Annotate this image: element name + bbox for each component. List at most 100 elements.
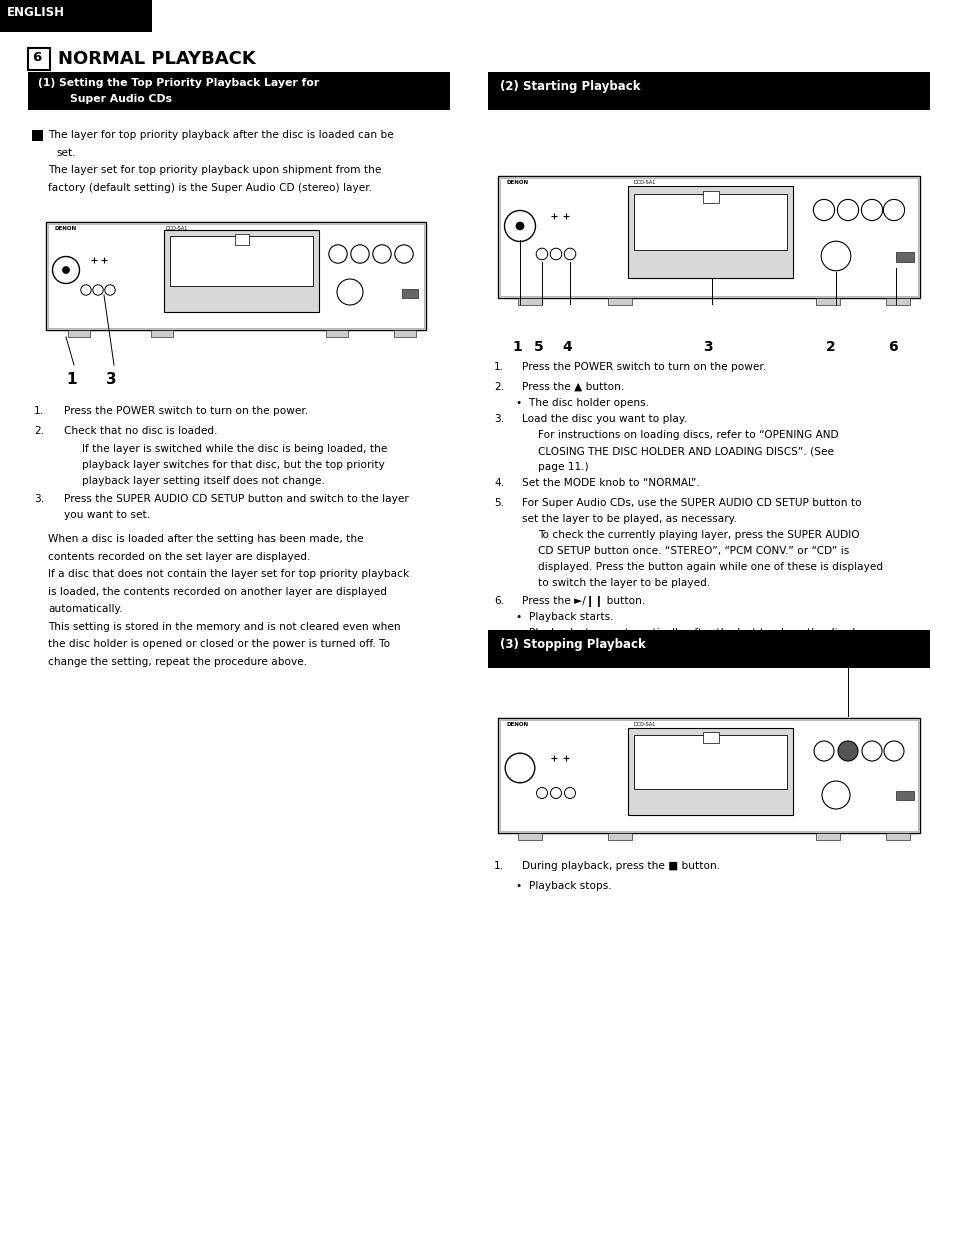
Text: Press the POWER switch to turn on the power.: Press the POWER switch to turn on the po… <box>64 406 308 416</box>
Circle shape <box>813 199 834 220</box>
Text: The layer for top priority playback after the disc is loaded can be: The layer for top priority playback afte… <box>48 130 394 140</box>
Circle shape <box>373 245 391 263</box>
Bar <box>48 224 423 328</box>
Text: Set the MODE knob to “NORMAL”.: Set the MODE knob to “NORMAL”. <box>521 477 700 489</box>
Bar <box>634 735 786 789</box>
Bar <box>28 48 50 71</box>
Text: playback layer switches for that disc, but the top priority: playback layer switches for that disc, b… <box>82 460 384 470</box>
Circle shape <box>105 285 115 296</box>
Circle shape <box>52 256 79 283</box>
Bar <box>895 252 913 262</box>
Circle shape <box>821 241 850 271</box>
Text: 4: 4 <box>561 340 571 354</box>
Text: This setting is stored in the memory and is not cleared even when: This setting is stored in the memory and… <box>48 621 400 632</box>
Text: •  Playback stops automatically after the last track on the disc has: • Playback stops automatically after the… <box>516 628 870 638</box>
Text: playback layer setting itself does not change.: playback layer setting itself does not c… <box>82 476 325 486</box>
Bar <box>885 833 909 840</box>
Bar <box>701 732 718 743</box>
Bar <box>701 190 718 203</box>
Circle shape <box>550 249 561 260</box>
Bar <box>164 230 318 312</box>
Bar <box>895 790 913 800</box>
Circle shape <box>63 266 70 273</box>
Text: factory (default setting) is the Super Audio CD (stereo) layer.: factory (default setting) is the Super A… <box>48 183 372 193</box>
Circle shape <box>504 210 535 241</box>
Text: you want to set.: you want to set. <box>64 510 150 520</box>
Text: Press the POWER switch to turn on the power.: Press the POWER switch to turn on the po… <box>521 362 765 372</box>
Circle shape <box>329 245 347 263</box>
Bar <box>517 833 541 840</box>
Circle shape <box>395 245 413 263</box>
Circle shape <box>882 199 903 220</box>
Text: been played.: been played. <box>537 644 606 654</box>
Text: is loaded, the contents recorded on another layer are displayed: is loaded, the contents recorded on anot… <box>48 586 387 596</box>
Text: DENON: DENON <box>506 722 529 727</box>
Circle shape <box>564 788 575 799</box>
Text: DCD-SA1: DCD-SA1 <box>166 226 188 231</box>
Bar <box>499 720 917 831</box>
Text: For Super Audio CDs, use the SUPER AUDIO CD SETUP button to: For Super Audio CDs, use the SUPER AUDIO… <box>521 499 861 508</box>
Bar <box>32 130 43 141</box>
Circle shape <box>837 741 857 761</box>
Bar <box>28 72 450 110</box>
Bar <box>488 630 929 668</box>
Text: 1: 1 <box>66 372 76 387</box>
Bar <box>401 289 417 298</box>
Bar <box>815 833 840 840</box>
Circle shape <box>883 741 903 761</box>
Bar <box>46 221 426 330</box>
Text: Press the SUPER AUDIO CD SETUP button and switch to the layer: Press the SUPER AUDIO CD SETUP button an… <box>64 494 408 503</box>
Text: If a disc that does not contain the layer set for top priority playback: If a disc that does not contain the laye… <box>48 569 409 579</box>
Text: Press the ►/❙❙ button.: Press the ►/❙❙ button. <box>521 596 644 607</box>
Text: •  Playback stops.: • Playback stops. <box>516 881 611 891</box>
Circle shape <box>351 245 369 263</box>
Text: 6: 6 <box>887 340 897 354</box>
Bar <box>394 330 416 336</box>
Bar <box>488 72 929 110</box>
Text: 6: 6 <box>32 51 41 64</box>
Text: During playback, press the ■ button.: During playback, press the ■ button. <box>521 861 720 871</box>
Text: 2.: 2. <box>34 426 44 435</box>
Text: Super Audio CDs: Super Audio CDs <box>70 94 172 104</box>
Circle shape <box>505 753 535 783</box>
Text: 5: 5 <box>534 340 543 354</box>
Text: CD SETUP button once. “STEREO”, “PCM CONV.” or “CD” is: CD SETUP button once. “STEREO”, “PCM CON… <box>537 546 848 555</box>
Text: NORMAL PLAYBACK: NORMAL PLAYBACK <box>58 49 255 68</box>
Text: The layer set for top priority playback upon shipment from the: The layer set for top priority playback … <box>48 165 381 174</box>
Text: 3.: 3. <box>34 494 44 503</box>
Circle shape <box>536 249 547 260</box>
Text: displayed. Press the button again while one of these is displayed: displayed. Press the button again while … <box>537 562 882 571</box>
Circle shape <box>336 280 363 306</box>
Bar <box>634 194 786 250</box>
Text: When a disc is loaded after the setting has been made, the: When a disc is loaded after the setting … <box>48 534 363 544</box>
Text: 3: 3 <box>702 340 712 354</box>
Circle shape <box>837 199 858 220</box>
Text: Check that no disc is loaded.: Check that no disc is loaded. <box>64 426 217 435</box>
Text: (1) Setting the Top Priority Playback Layer for: (1) Setting the Top Priority Playback La… <box>38 78 319 88</box>
Text: to switch the layer to be played.: to switch the layer to be played. <box>537 578 709 588</box>
Text: set the layer to be played, as necessary.: set the layer to be played, as necessary… <box>521 515 736 524</box>
Text: Load the disc you want to play.: Load the disc you want to play. <box>521 414 686 424</box>
Text: •  Playback starts.: • Playback starts. <box>516 612 613 622</box>
Text: Press the ▲ button.: Press the ▲ button. <box>521 382 623 392</box>
Bar <box>607 298 631 306</box>
Text: 2: 2 <box>825 340 835 354</box>
Text: (2) Starting Playback: (2) Starting Playback <box>499 80 639 93</box>
Circle shape <box>536 788 547 799</box>
Bar <box>170 236 313 286</box>
Text: (3) Stopping Playback: (3) Stopping Playback <box>499 638 645 651</box>
Text: •  The disc holder opens.: • The disc holder opens. <box>516 398 648 408</box>
Text: DCD-SA1: DCD-SA1 <box>633 722 655 727</box>
Circle shape <box>92 285 103 296</box>
Text: 1: 1 <box>512 340 521 354</box>
Text: To check the currently playing layer, press the SUPER AUDIO: To check the currently playing layer, pr… <box>537 529 859 541</box>
Text: 6.: 6. <box>494 596 503 606</box>
Text: 1.: 1. <box>494 861 503 871</box>
Bar <box>326 330 348 336</box>
Text: page 11.): page 11.) <box>537 461 588 473</box>
Text: 3: 3 <box>106 372 116 387</box>
Circle shape <box>81 285 91 296</box>
Bar <box>151 330 172 336</box>
Bar <box>497 176 919 298</box>
Bar <box>234 234 248 245</box>
